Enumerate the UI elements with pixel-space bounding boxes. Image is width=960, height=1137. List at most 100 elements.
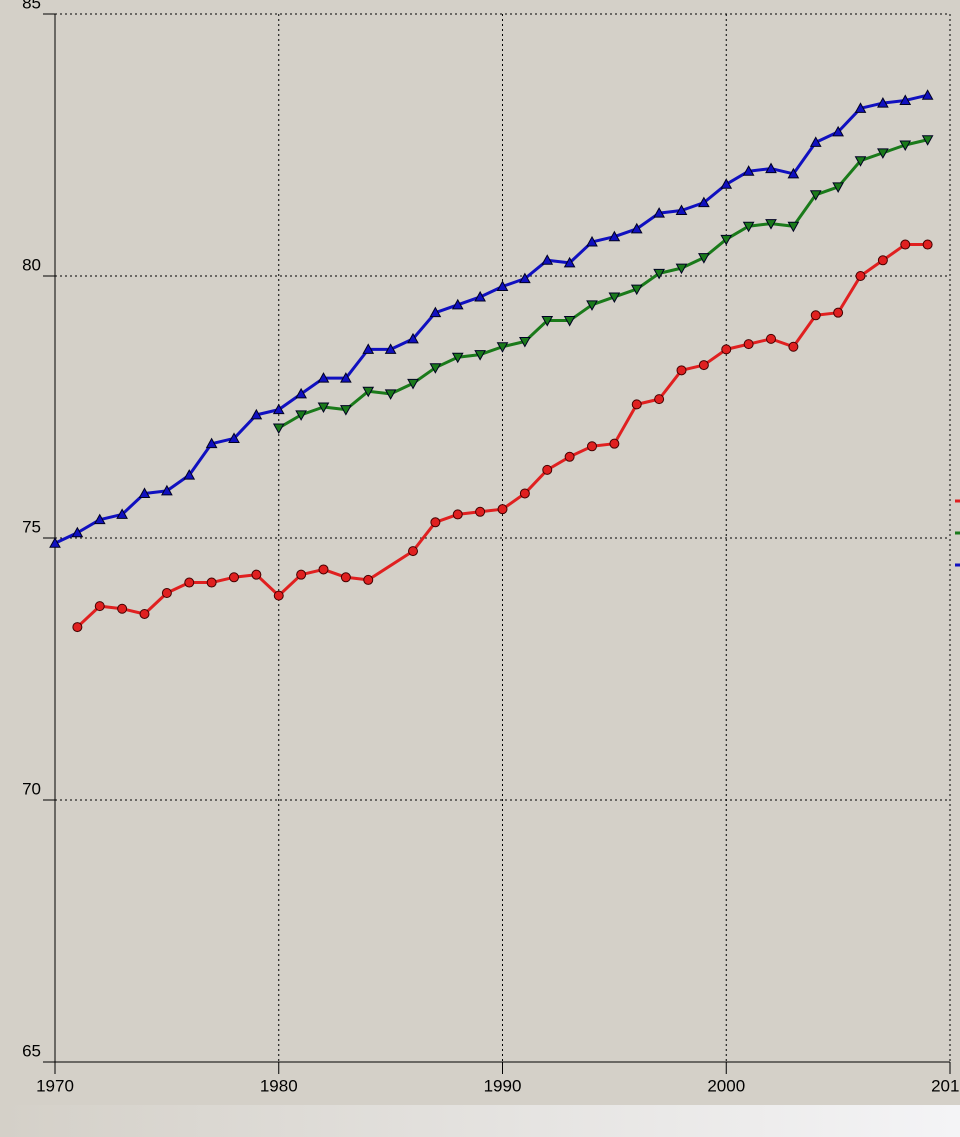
marker (384, 343, 397, 354)
marker (630, 284, 643, 296)
marker (451, 298, 464, 310)
marker (318, 564, 329, 575)
marker (384, 389, 397, 400)
marker (295, 387, 307, 399)
marker (877, 148, 889, 159)
x-tick-label: 2000 (707, 1076, 745, 1095)
marker (631, 399, 642, 410)
marker (474, 290, 486, 302)
marker (855, 271, 866, 281)
marker (564, 451, 575, 462)
series-line (277, 138, 928, 430)
marker (72, 622, 83, 633)
marker (698, 196, 710, 208)
marker (541, 254, 554, 265)
marker (184, 577, 195, 588)
marker (921, 89, 934, 100)
marker (809, 136, 822, 147)
x-tick-label: 1970 (36, 1076, 74, 1095)
footer-band (0, 1105, 960, 1137)
marker (541, 316, 554, 327)
marker (116, 508, 128, 519)
marker (496, 342, 509, 353)
marker (654, 394, 665, 405)
marker (429, 306, 442, 318)
marker (363, 574, 374, 585)
y-tick-label: 75 (22, 517, 41, 536)
marker (205, 437, 218, 449)
marker (676, 365, 687, 376)
x-tick-label: 1980 (260, 1076, 298, 1095)
marker (229, 572, 239, 583)
marker (653, 268, 665, 280)
marker (698, 253, 710, 264)
marker (832, 125, 844, 137)
marker (766, 333, 776, 344)
marker (519, 488, 530, 499)
marker (273, 590, 284, 601)
marker (922, 239, 933, 250)
marker (787, 167, 800, 179)
marker (340, 572, 351, 583)
marker (407, 332, 419, 344)
marker (810, 310, 821, 321)
x-tick-label: 2010 (931, 1076, 960, 1095)
marker (272, 423, 285, 434)
marker (675, 204, 688, 215)
marker (609, 438, 620, 449)
marker (720, 234, 733, 246)
marker (587, 441, 597, 452)
marker (475, 506, 486, 517)
marker (877, 255, 888, 266)
marker (340, 372, 352, 383)
marker (563, 256, 576, 268)
marker (765, 162, 777, 174)
y-tick-label: 65 (22, 1041, 41, 1060)
marker (899, 140, 912, 152)
marker (117, 603, 128, 614)
marker (496, 280, 509, 291)
marker (854, 156, 867, 167)
marker (630, 222, 643, 234)
marker (497, 504, 508, 515)
marker (251, 569, 262, 580)
marker (139, 608, 150, 619)
marker (183, 469, 196, 480)
marker (742, 221, 755, 233)
marker (429, 363, 442, 374)
marker (833, 307, 844, 318)
marker (608, 230, 621, 242)
marker (586, 235, 598, 247)
marker (542, 464, 553, 475)
marker (407, 378, 419, 390)
marker (877, 97, 889, 108)
series-line (54, 93, 928, 545)
marker (832, 182, 844, 193)
marker (228, 432, 240, 443)
marker (206, 577, 217, 588)
marker (161, 484, 173, 496)
marker (71, 526, 84, 538)
marker (608, 292, 621, 303)
marker (317, 402, 330, 414)
marker (93, 513, 106, 525)
marker (519, 337, 531, 348)
marker (295, 410, 307, 421)
marker (451, 352, 464, 364)
marker (563, 316, 576, 327)
marker (296, 569, 307, 580)
marker (854, 102, 867, 113)
marker (474, 350, 486, 361)
marker (921, 135, 934, 146)
x-tick-label: 1990 (484, 1076, 522, 1095)
marker (452, 509, 463, 520)
marker (408, 546, 418, 557)
marker (362, 343, 375, 354)
y-tick-label: 80 (22, 255, 41, 274)
marker (586, 300, 598, 311)
marker (899, 94, 912, 105)
y-tick-label: 70 (22, 779, 41, 798)
y-tick-label: 85 (22, 0, 41, 12)
marker (720, 178, 733, 189)
